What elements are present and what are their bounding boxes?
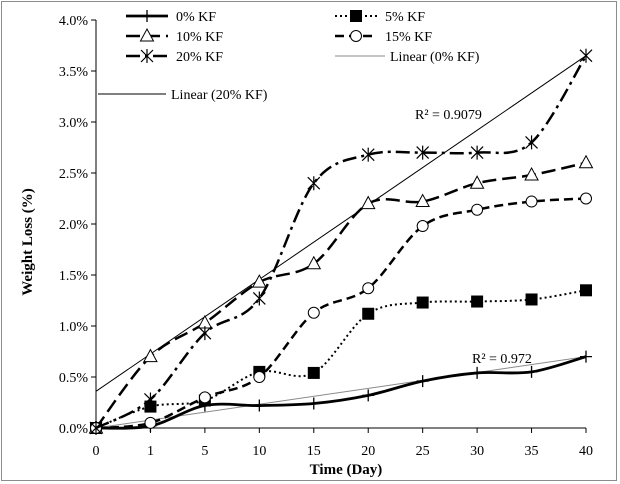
legend-label: 0% KF <box>176 10 216 25</box>
data-point <box>362 307 375 320</box>
y-tick-label: 2.5% <box>59 167 89 182</box>
axes: 0.0%0.5%1.0%1.5%2.0%2.5%3.0%3.5%4.0%0 1 5 1… <box>59 14 593 459</box>
y-tick-label: 1.5% <box>59 269 89 284</box>
data-point <box>360 195 376 210</box>
x-tick-label: 10 <box>252 444 266 459</box>
legend-marker <box>350 30 362 42</box>
data-point <box>307 306 320 319</box>
data-point <box>471 203 484 216</box>
trendline-0 <box>95 356 587 429</box>
data-point <box>471 366 484 379</box>
legend-label: 5% KF <box>385 10 425 25</box>
data-point <box>525 195 538 208</box>
data-point <box>362 282 375 295</box>
y-tick-label: 2.0% <box>59 218 89 233</box>
data-point <box>525 293 538 306</box>
r-squared-20: R² = 0.9079 <box>415 108 482 123</box>
x-tick-label: 0 <box>93 444 100 459</box>
data-point <box>253 399 266 412</box>
legend-item-2: 10% KF <box>126 27 223 45</box>
data-point <box>361 147 375 162</box>
series-line <box>95 355 587 430</box>
series-4 <box>89 48 593 435</box>
data-point <box>251 274 267 288</box>
series-2 <box>88 154 594 434</box>
y-tick-label: 4.0% <box>59 14 89 29</box>
series-group <box>88 48 594 435</box>
x-tick-label: 20 <box>361 444 375 459</box>
legend-item-4: 20% KF <box>126 49 223 65</box>
x-tick-label: 15 <box>307 444 321 459</box>
data-point <box>306 255 322 270</box>
legend-label: 10% KF <box>176 30 223 45</box>
legend-item-6: Linear (20% KF) <box>98 88 268 103</box>
data-point <box>143 348 158 363</box>
x-tick-label: 1 <box>147 444 154 459</box>
x-tick-label: 5 <box>201 444 208 459</box>
legend-item-1: 5% KF <box>335 10 425 25</box>
y-tick-label: 3.5% <box>59 65 89 80</box>
legend-label: Linear (0% KF) <box>390 50 480 65</box>
legend-item-0: 0% KF <box>126 10 216 25</box>
legend: 0% KF 5% KF 10% KF 15% KF 20% KF Linear (0% K… <box>98 10 480 103</box>
data-point <box>362 389 375 402</box>
x-tick-label: 25 <box>416 444 430 459</box>
legend-label: 15% KF <box>385 30 432 45</box>
data-point <box>252 291 266 306</box>
data-point <box>144 392 157 407</box>
y-tick-label: 3.0% <box>59 116 89 131</box>
x-tick-label: 30 <box>470 444 484 459</box>
series-line <box>95 55 588 430</box>
data-point <box>580 192 592 205</box>
data-point <box>471 295 484 308</box>
r-squared-0: R² = 0.972 <box>472 352 532 367</box>
legend-label: Linear (20% KF) <box>171 88 268 103</box>
x-tick-label: 40 <box>579 444 593 459</box>
x-axis-title: Time (Day) <box>310 462 383 478</box>
data-point <box>416 375 429 388</box>
data-point <box>307 176 321 191</box>
data-point <box>416 220 429 233</box>
data-point <box>580 350 592 363</box>
data-point <box>415 193 431 208</box>
data-point <box>416 296 429 309</box>
data-point <box>144 416 157 429</box>
series-3 <box>90 192 592 434</box>
data-point <box>525 365 538 378</box>
x-tick-label: 35 <box>525 444 539 459</box>
series-line <box>95 289 587 429</box>
legend-item-5: Linear (0% KF) <box>335 50 480 65</box>
data-point <box>307 397 320 410</box>
y-tick-label: 0.5% <box>59 371 89 386</box>
y-tick-label: 1.0% <box>59 320 89 335</box>
legend-item-3: 15% KF <box>335 30 432 45</box>
trendline-1 <box>95 55 587 392</box>
data-point <box>198 326 212 341</box>
data-point <box>524 166 539 181</box>
data-point <box>470 145 484 160</box>
y-tick-label: 0.0% <box>59 422 89 437</box>
data-point <box>525 135 538 150</box>
data-point <box>578 154 594 169</box>
data-point <box>198 391 211 404</box>
data-point <box>469 175 485 189</box>
y-axis-title: Weight Loss (%) <box>20 188 36 296</box>
data-point <box>144 400 157 413</box>
data-point <box>580 284 592 297</box>
data-point <box>307 366 320 379</box>
legend-marker <box>139 27 155 42</box>
data-point <box>253 371 266 383</box>
series-line <box>95 197 587 430</box>
data-point <box>89 421 103 435</box>
series-line <box>95 161 587 429</box>
data-point <box>416 145 430 160</box>
data-point <box>579 48 593 63</box>
legend-marker <box>140 49 154 63</box>
legend-marker <box>350 10 362 22</box>
legend-label: 20% KF <box>176 50 223 65</box>
legend-marker <box>141 10 153 22</box>
